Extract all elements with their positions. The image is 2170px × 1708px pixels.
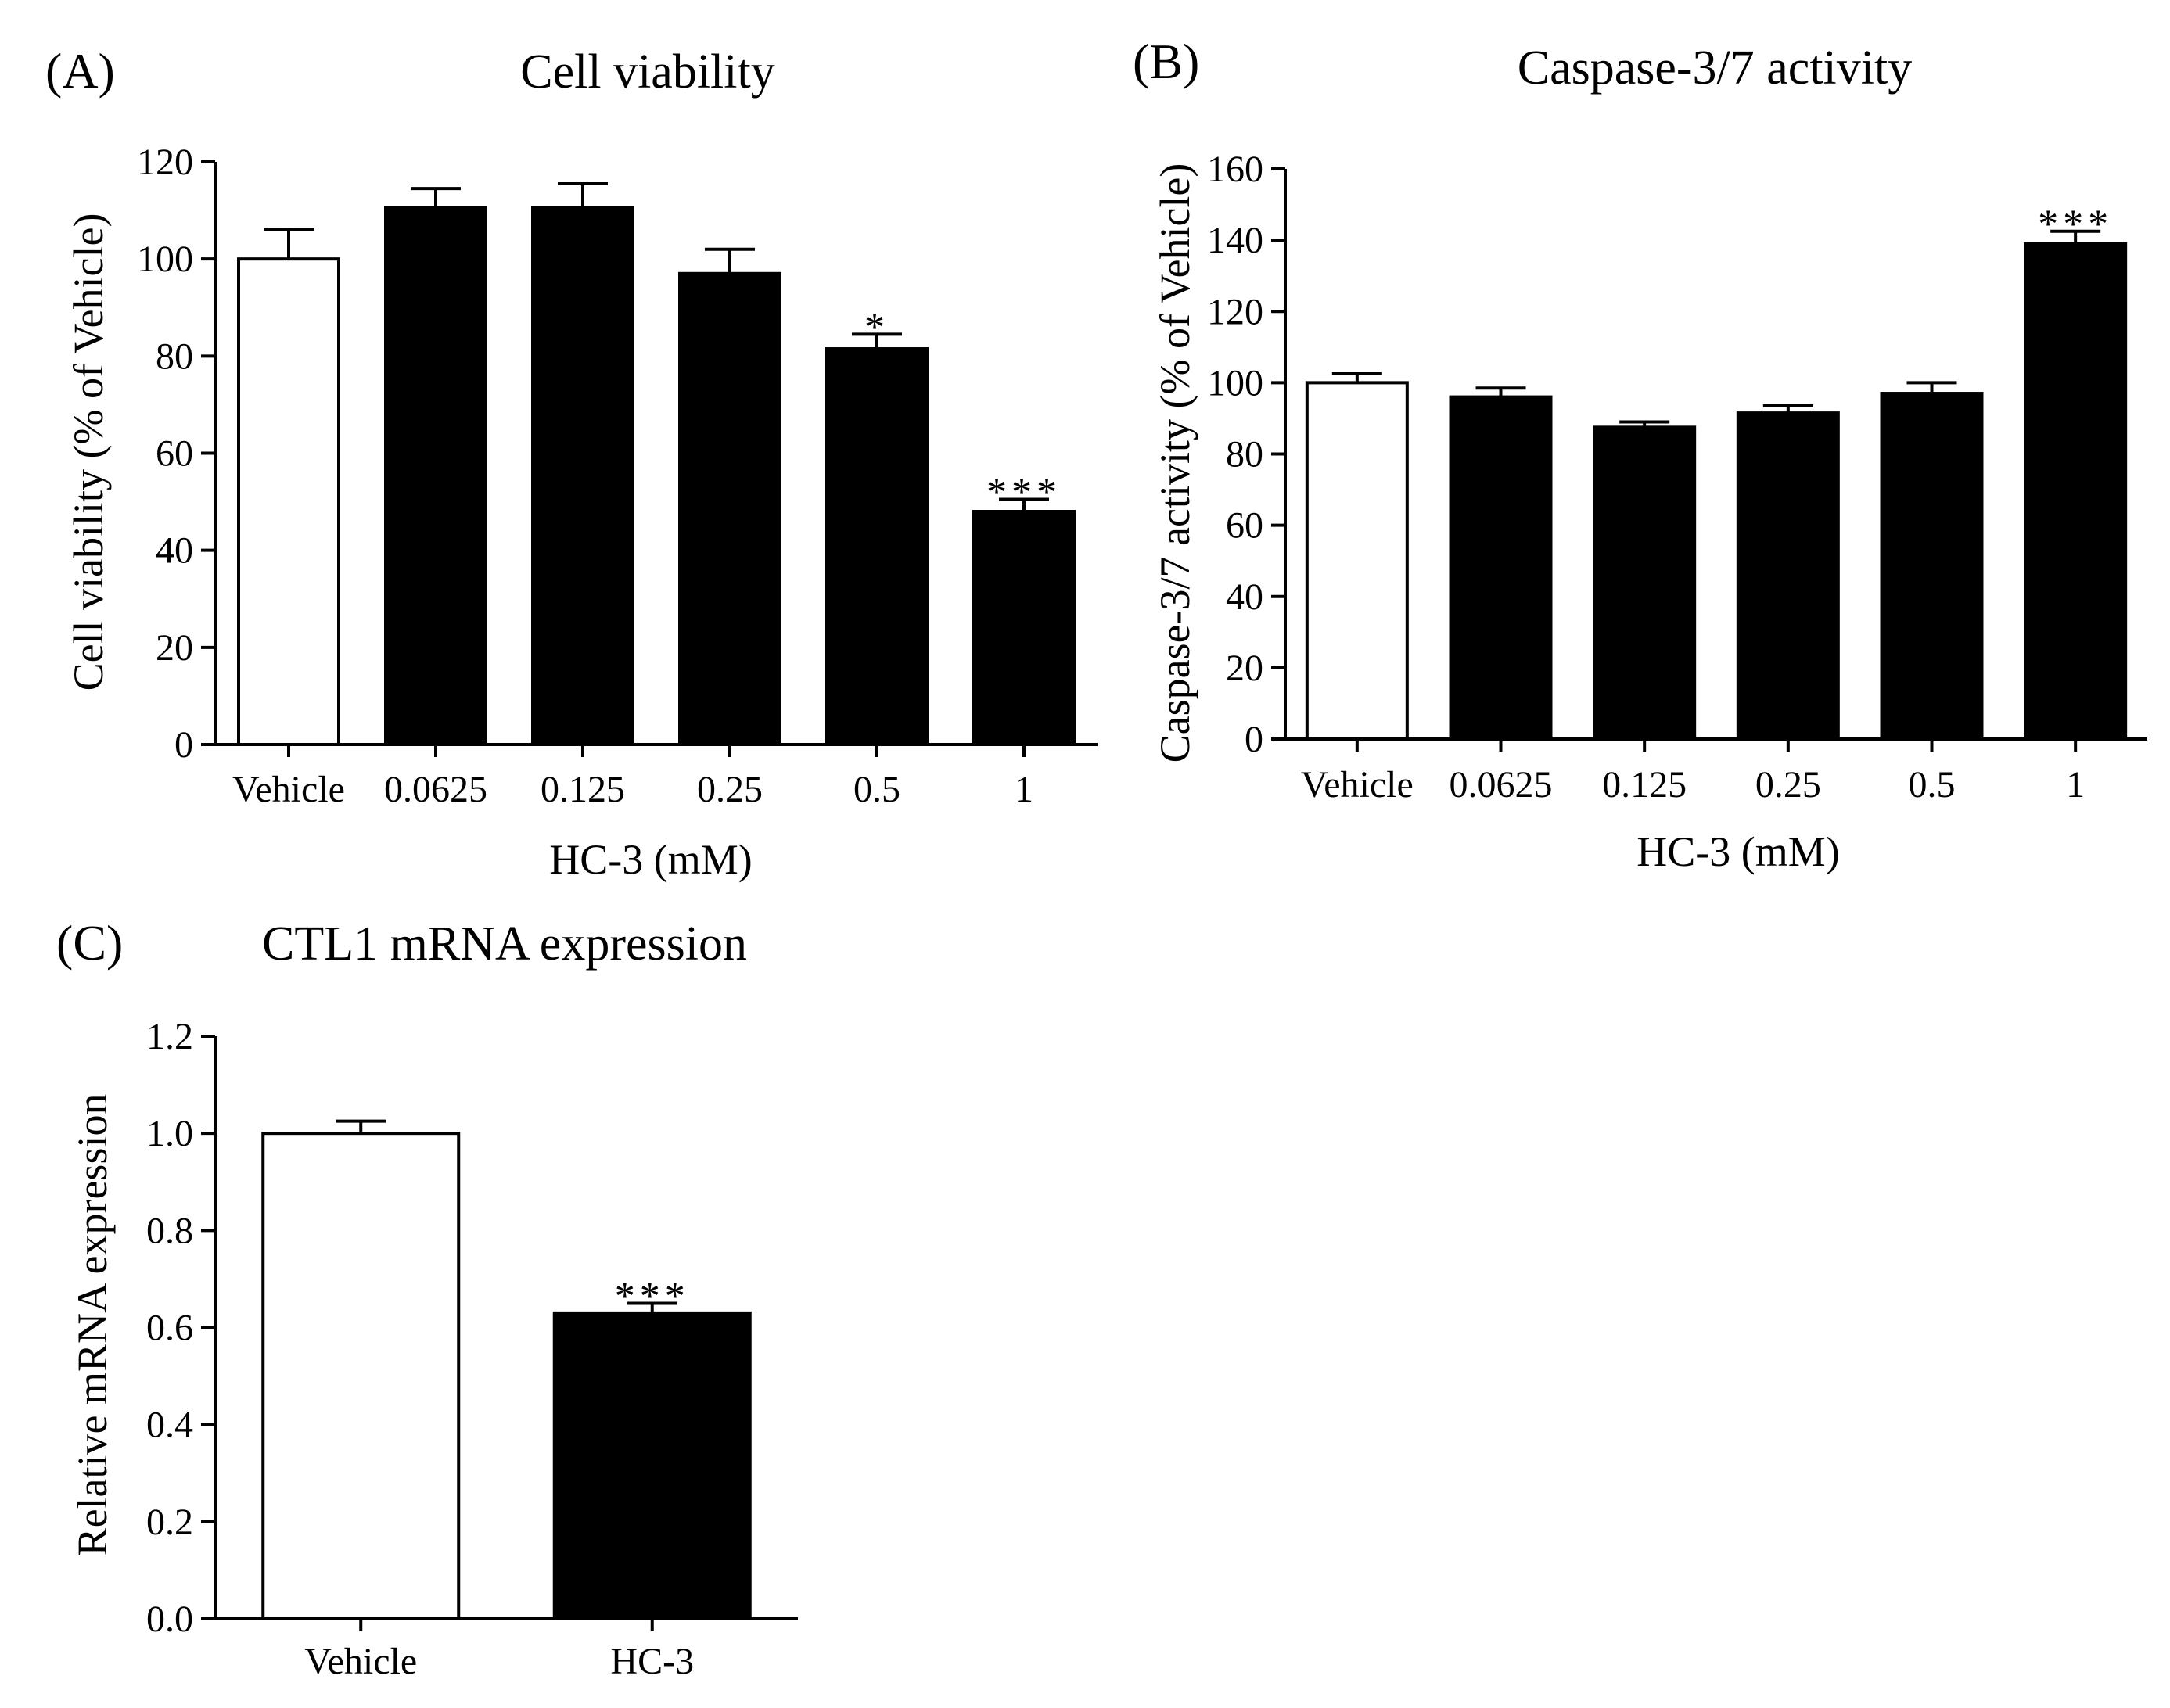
panel-c-bar bbox=[261, 1132, 461, 1620]
panel-b: (B) Caspase-3/7 activity Caspase-3/7 act… bbox=[1133, 34, 2147, 875]
panel-c-y-tick-label: 1.0 bbox=[146, 1113, 193, 1154]
panel-b-plot: 0 20 40 60 80 100 120 140 160 Vehicle 0.0625 0.125 0… bbox=[1207, 149, 2147, 806]
panel-a-x-tick-label: 0.125 bbox=[541, 769, 625, 810]
panel-b-significance-label: *** bbox=[2038, 203, 2113, 247]
panel-c-y-tick-label: 0.6 bbox=[146, 1308, 193, 1349]
panel-b-bar bbox=[1880, 392, 1984, 741]
panel-a-bar bbox=[972, 510, 1076, 746]
panel-b-x-tick-label: 0.0625 bbox=[1450, 764, 1553, 806]
panel-a-x-tick-label: 0.25 bbox=[697, 769, 763, 810]
panel-a-significance-label: * bbox=[864, 305, 889, 350]
panel-b-y-tick-label: 140 bbox=[1207, 220, 1263, 261]
panel-a: (A) Cell viability Cell viability (% of … bbox=[45, 43, 1098, 883]
panel-a-y-tick-label: 120 bbox=[137, 142, 193, 183]
panel-c-y-tick-label: 0.2 bbox=[146, 1502, 193, 1543]
panel-b-letter: (B) bbox=[1133, 34, 1199, 89]
panel-a-y-tick-label: 20 bbox=[156, 627, 193, 669]
panel-b-x-axis-title: HC-3 (mM) bbox=[1636, 828, 1839, 875]
panel-a-x-tick-label: 0.5 bbox=[853, 769, 900, 810]
panel-a-title: Cell viability bbox=[520, 45, 774, 99]
panel-b-y-tick-label: 20 bbox=[1226, 648, 1263, 689]
panel-a-letter: (A) bbox=[45, 43, 115, 99]
panel-a-y-tick-label: 60 bbox=[156, 433, 193, 475]
panel-b-y-tick-label: 80 bbox=[1226, 434, 1263, 475]
panel-c-y-axis-title: Relative mRNA expression bbox=[69, 1094, 116, 1556]
panel-c-y-tick-label: 1.2 bbox=[146, 1016, 193, 1057]
panel-a-bar bbox=[384, 206, 487, 746]
panel-b-x-tick-label: 0.25 bbox=[1755, 764, 1821, 806]
panel-b-x-tick-label: 1 bbox=[2066, 764, 2085, 806]
panel-a-bar bbox=[531, 206, 634, 746]
panel-c-plot: 0.0 0.2 0.4 0.6 0.8 1.0 1.2 Vehicle HC-3 *** bbox=[146, 1016, 798, 1682]
panel-b-title: Caspase-3/7 activity bbox=[1518, 41, 1912, 95]
panel-b-y-tick-label: 160 bbox=[1207, 149, 1263, 190]
panel-b-y-tick-label: 100 bbox=[1207, 362, 1263, 404]
panel-a-x-tick-label: Vehicle bbox=[232, 769, 345, 810]
panel-a-y-tick-label: 40 bbox=[156, 530, 193, 572]
panel-b-x-tick-label: Vehicle bbox=[1301, 764, 1414, 806]
panel-a-y-tick-label: 80 bbox=[156, 336, 193, 377]
panel-b-x-tick-label: 0.125 bbox=[1602, 764, 1687, 806]
panel-b-bar bbox=[1305, 381, 1409, 741]
panel-a-bar bbox=[678, 271, 781, 746]
panel-b-bar bbox=[2024, 242, 2128, 741]
panel-a-x-tick-label: 0.0625 bbox=[384, 769, 487, 810]
panel-a-x-axis-title: HC-3 (mM) bbox=[549, 836, 752, 883]
panel-c-y-tick-label: 0.0 bbox=[146, 1599, 193, 1640]
panel-b-y-axis-title: Caspase-3/7 activity (% of Vehicle) bbox=[1151, 163, 1198, 763]
panel-a-bar bbox=[237, 257, 340, 746]
panel-b-bar bbox=[1736, 411, 1840, 741]
panel-c-significance-label: *** bbox=[615, 1274, 690, 1319]
panel-c-x-tick-label: Vehicle bbox=[304, 1641, 417, 1682]
panel-b-x-tick-label: 0.5 bbox=[1909, 764, 1956, 806]
panel-a-y-axis-title: Cell viability (% of Vehicle) bbox=[65, 214, 112, 691]
panel-a-significance-label: *** bbox=[986, 470, 1062, 515]
panel-a-bar bbox=[825, 347, 929, 746]
panel-c-title: CTL1 mRNA expression bbox=[262, 917, 747, 971]
panel-b-y-tick-label: 0 bbox=[1245, 719, 1263, 760]
panel-b-y-tick-label: 60 bbox=[1226, 505, 1263, 547]
panel-b-bar bbox=[1593, 425, 1697, 741]
panel-c: (C) CTL1 mRNA expression Relative mRNA e… bbox=[56, 915, 798, 1682]
panel-c-y-tick-label: 0.4 bbox=[146, 1405, 193, 1446]
panel-a-plot: 0 20 40 60 80 100 120 Vehicle 0.0625 0.125 0.25 0.5… bbox=[137, 142, 1098, 810]
panel-c-y-tick-label: 0.8 bbox=[146, 1210, 193, 1251]
panel-c-bar bbox=[552, 1311, 752, 1620]
panel-a-y-tick-label: 0 bbox=[174, 724, 193, 766]
panel-a-y-tick-label: 100 bbox=[137, 239, 193, 280]
panel-a-x-tick-label: 1 bbox=[1015, 769, 1033, 810]
panel-b-y-tick-label: 120 bbox=[1207, 291, 1263, 332]
panel-c-letter: (C) bbox=[56, 915, 123, 971]
panel-c-x-tick-label: HC-3 bbox=[610, 1641, 694, 1682]
panel-b-bar bbox=[1449, 395, 1553, 741]
panel-b-y-tick-label: 40 bbox=[1226, 576, 1263, 618]
